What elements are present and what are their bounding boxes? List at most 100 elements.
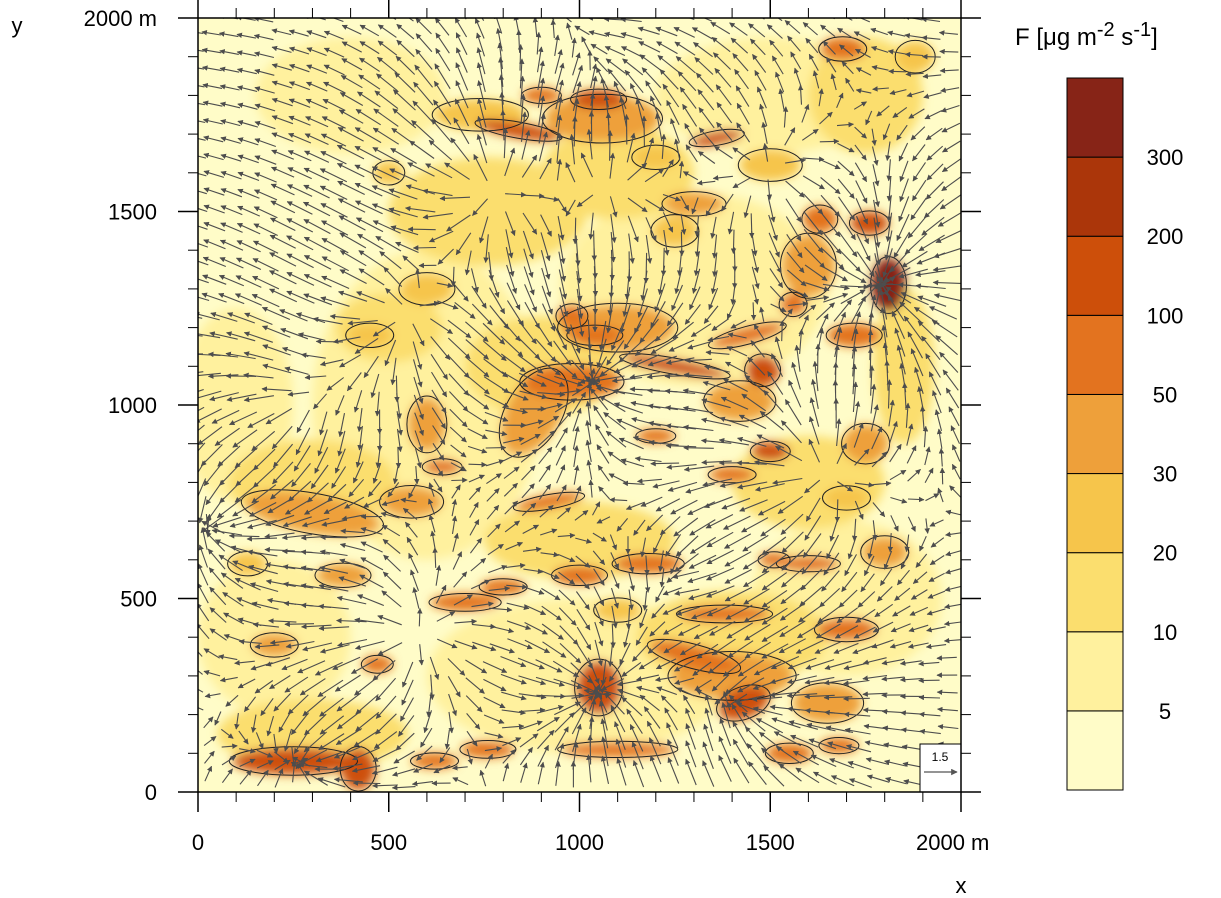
wind-vector-191 xyxy=(247,519,277,530)
wind-vector-158 xyxy=(227,312,255,324)
wind-vector-313 xyxy=(302,695,327,717)
wind-vector-78 xyxy=(203,170,225,178)
wind-vector-529 xyxy=(392,768,416,777)
wind-vector-126 xyxy=(219,101,241,109)
wind-vector-330 xyxy=(313,393,328,410)
wind-vector-237 xyxy=(270,479,294,500)
contour-line-58 xyxy=(650,214,700,248)
wind-vector-215 xyxy=(254,86,275,94)
wind-vector-553 xyxy=(412,341,423,370)
wind-vector-443 xyxy=(353,729,380,747)
wind-vector-200 xyxy=(243,351,274,361)
wind-vector-34 xyxy=(198,173,207,177)
wind-vector-130 xyxy=(218,31,239,38)
wind-vector-566 xyxy=(392,89,416,111)
wind-vector-48 xyxy=(214,711,222,726)
colorbar-labels: 5 10 20 30 50 100 200 300 xyxy=(1147,145,1184,724)
wind-vector-121 xyxy=(220,188,243,198)
wind-vector-349 xyxy=(306,47,327,57)
wind-vector-38 xyxy=(198,102,206,106)
field-patch-40 xyxy=(842,424,889,464)
wind-vector-420 xyxy=(339,354,362,368)
wind-vector-1255 xyxy=(664,373,695,379)
wind-vector-437 xyxy=(341,41,362,53)
wind-vector-543 xyxy=(402,507,418,521)
wind-vector-586 xyxy=(428,514,436,533)
wind-vector-448 xyxy=(354,640,385,651)
wind-vector-194 xyxy=(252,466,276,488)
wind-vector-332 xyxy=(300,352,326,359)
field-patch-21 xyxy=(739,149,801,181)
wind-vector-212 xyxy=(254,138,276,148)
wind-vector-422 xyxy=(329,313,361,320)
wind-vector-251 xyxy=(270,217,296,231)
wind-vector-602 xyxy=(412,245,437,251)
wind-vector-275 xyxy=(283,581,314,589)
wind-vector-21 xyxy=(198,406,205,412)
wind-vector-77 xyxy=(203,187,225,196)
contour-line-10 xyxy=(688,128,745,148)
wind-vector-560 xyxy=(388,207,418,218)
wind-vector-567 xyxy=(394,72,416,93)
wind-vector-1677 xyxy=(843,696,870,702)
wind-vector-143 xyxy=(234,577,261,591)
wind-vector-107 xyxy=(217,445,241,467)
wind-vector-411 xyxy=(341,514,365,521)
wind-vector-84 xyxy=(202,65,222,72)
field-patch-74 xyxy=(341,747,376,791)
wind-vector-273 xyxy=(284,621,315,627)
wind-vector-276 xyxy=(282,564,313,571)
wind-vector-324 xyxy=(304,500,330,515)
wind-vector-340 xyxy=(303,201,331,217)
wind-vector-336 xyxy=(303,274,332,288)
field-patch-16 xyxy=(808,37,923,154)
wind-vector-427 xyxy=(338,215,366,231)
wind-vector-314 xyxy=(299,678,326,696)
wind-vector-554 xyxy=(412,323,425,347)
wind-vector-123 xyxy=(220,153,242,162)
wind-vector-518 xyxy=(371,166,400,181)
wind-vector-214 xyxy=(254,103,276,112)
wind-vector-511 xyxy=(385,288,403,305)
wind-vector-242 xyxy=(261,386,292,392)
wind-vector-211 xyxy=(254,155,277,165)
wind-vector-115 xyxy=(218,292,245,305)
wind-vector-392 xyxy=(323,64,345,76)
wind-vector-592 xyxy=(432,425,446,445)
wind-vector-245 xyxy=(261,325,291,338)
y-axis-tick-labels: 0 500 1000 1500 2000 m xyxy=(84,6,157,805)
field-patch-79 xyxy=(477,119,560,141)
contour-line-48 xyxy=(406,395,448,454)
wind-vector-206 xyxy=(253,240,279,254)
wind-vector-257 xyxy=(271,115,294,125)
wind-vector-327 xyxy=(314,446,329,474)
wind-vector-404 xyxy=(337,638,368,648)
wind-vector-225 xyxy=(273,692,292,712)
wind-vector-1800 xyxy=(888,68,907,75)
field-patch-67 xyxy=(766,743,813,763)
wind-vector-109 xyxy=(211,409,240,424)
contour-line-63 xyxy=(372,160,406,186)
wind-vector-41 xyxy=(198,49,204,52)
wind-vector-2 xyxy=(203,736,217,747)
wind-vector-226 xyxy=(269,675,291,690)
wind-vector-233 xyxy=(264,546,295,553)
wind-vector-465 xyxy=(354,337,379,354)
wind-vector-323 xyxy=(301,517,330,528)
wind-vector-520 xyxy=(372,127,399,145)
wind-vector-430 xyxy=(336,163,365,178)
wind-vector-463 xyxy=(370,373,380,399)
wind-vector-1933 xyxy=(939,48,959,55)
wind-vector-224 xyxy=(278,710,292,733)
contour-line-62 xyxy=(593,597,643,623)
wind-vector-409 xyxy=(339,542,366,552)
wind-vector-472 xyxy=(355,200,383,215)
wind-vector-23 xyxy=(198,371,204,374)
wind-vector-217 xyxy=(254,51,275,59)
wind-vector-507 xyxy=(394,375,400,403)
wind-vector-481 xyxy=(359,41,380,55)
wind-vector-678 xyxy=(468,461,487,468)
wind-vector-65 xyxy=(198,408,222,423)
wind-vector-487 xyxy=(373,731,398,749)
colorbar-segment-6 xyxy=(1066,235,1124,316)
